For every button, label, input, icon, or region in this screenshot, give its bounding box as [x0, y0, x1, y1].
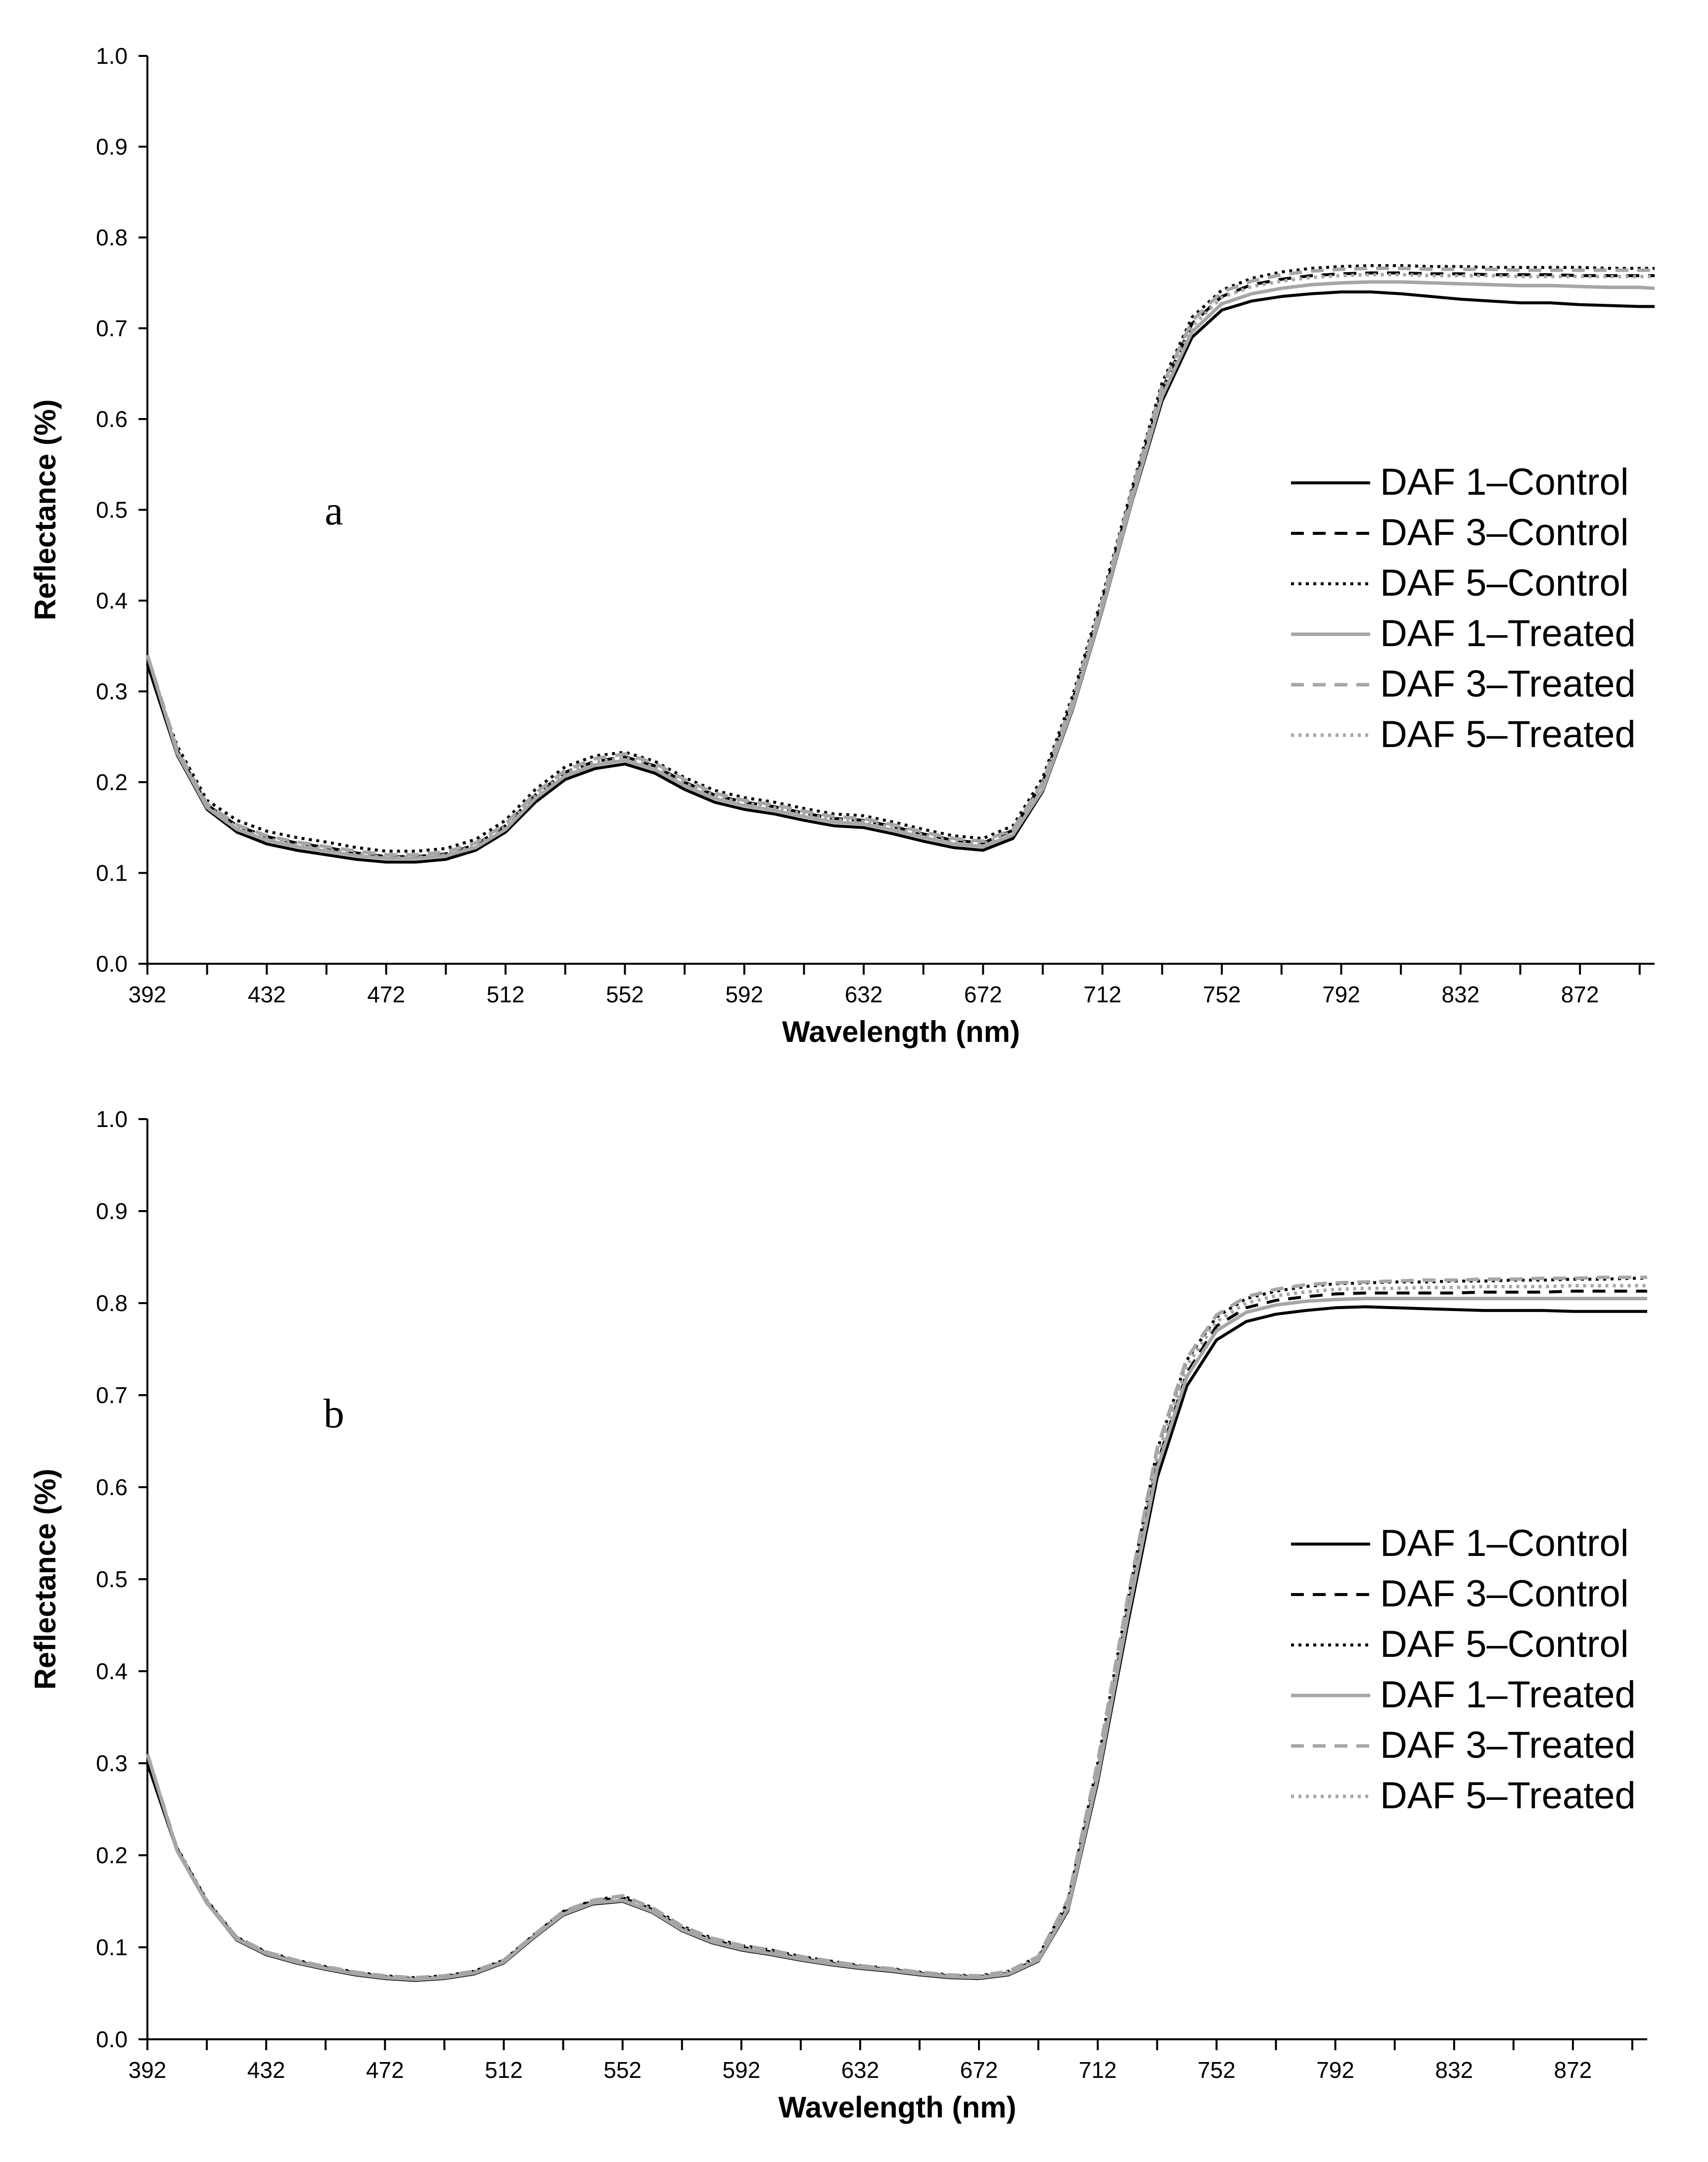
- x-tick-label: 592: [722, 2057, 760, 2083]
- x-tick-label: 752: [1203, 982, 1241, 1007]
- series-line-daf-3-treated: [145, 266, 1655, 857]
- y-tick-label: 0.7: [96, 316, 128, 341]
- x-tick-label: 552: [603, 2057, 642, 2083]
- x-tick-label: 712: [1079, 2057, 1117, 2083]
- y-axis-title: Reflectance (%): [29, 399, 62, 620]
- series-line-daf-1-treated: [145, 280, 1655, 860]
- y-tick-label: 0.5: [96, 497, 128, 523]
- x-tick-label: 472: [367, 982, 405, 1007]
- x-tick-label: 832: [1435, 2057, 1473, 2083]
- y-tick-label: 0.2: [96, 769, 128, 795]
- x-tick-label: 872: [1561, 982, 1599, 1007]
- legend-label: DAF 5–Control: [1380, 562, 1629, 604]
- x-tick-label: 592: [725, 982, 763, 1007]
- x-tick-label: 632: [841, 2057, 879, 2083]
- y-tick-label: 0.6: [96, 1474, 128, 1500]
- legend-label: DAF 3–Control: [1380, 512, 1629, 554]
- x-tick-label: 672: [960, 2057, 998, 2083]
- panel-label: a: [324, 488, 343, 534]
- series-line-daf-5-control: [146, 264, 1655, 853]
- panel-label: b: [323, 1391, 344, 1437]
- y-tick-label: 0.2: [96, 1842, 128, 1868]
- y-axis-title: Reflectance (%): [29, 1469, 62, 1690]
- legend: DAF 1–Control DAF 3–Control DAF 5–Control D…: [1291, 1522, 1636, 1817]
- legend-label: DAF 3–Treated: [1380, 1724, 1636, 1766]
- y-tick-label: 0.8: [96, 1290, 128, 1316]
- y-tick-label: 1.0: [96, 1106, 128, 1132]
- x-tick-label: 392: [129, 2057, 167, 2083]
- series-line-daf-5-treated: [145, 1284, 1647, 1980]
- legend: DAF 1–Control DAF 3–Control DAF 5–Control D…: [1291, 461, 1636, 755]
- series-line-daf-3-control: [146, 271, 1655, 858]
- y-tick-label: 0.0: [96, 2026, 128, 2052]
- legend-label: DAF 1–Treated: [1380, 612, 1636, 655]
- x-tick-label: 672: [964, 982, 1002, 1007]
- x-tick-label: 392: [129, 982, 167, 1007]
- x-axis-title: Wavelength (nm): [778, 2091, 1016, 2124]
- y-tick-label: 0.6: [96, 406, 128, 432]
- y-tick-label: 0.0: [96, 951, 128, 977]
- y-tick-label: 0.3: [96, 1750, 128, 1776]
- x-axis-title: Wavelength (nm): [782, 1015, 1020, 1048]
- x-tick-label: 872: [1554, 2057, 1592, 2083]
- legend-label: DAF 5–Control: [1380, 1623, 1629, 1665]
- x-tick-label: 512: [485, 2057, 523, 2083]
- x-tick-label: 832: [1441, 982, 1479, 1007]
- x-tick-label: 432: [247, 2057, 285, 2083]
- legend-label: DAF 1–Treated: [1380, 1674, 1636, 1716]
- legend-label: DAF 1–Control: [1380, 461, 1629, 503]
- x-tick-label: 552: [606, 982, 644, 1007]
- y-tick-label: 0.3: [96, 679, 128, 705]
- chart-panel-b: 0.0 0.1 0.2 0.3 0.4 0.5 0.6 0.7 0.8 0.9 1.0 392 432 4…: [29, 1106, 1647, 2124]
- x-tick-label: 512: [487, 982, 525, 1007]
- x-tick-label: 472: [366, 2057, 404, 2083]
- y-tick-label: 0.4: [96, 1658, 128, 1684]
- y-tick-label: 0.1: [96, 1934, 128, 1960]
- y-tick-label: 0.5: [96, 1566, 128, 1592]
- x-tick-label: 792: [1316, 2057, 1354, 2083]
- y-tick-label: 0.9: [96, 134, 128, 160]
- legend-label: DAF 3–Control: [1380, 1573, 1629, 1615]
- x-tick-label: 432: [248, 982, 286, 1007]
- x-tick-label: 752: [1198, 2057, 1236, 2083]
- legend-label: DAF 5–Treated: [1380, 1775, 1636, 1817]
- y-tick-label: 1.0: [96, 43, 128, 69]
- legend-label: DAF 5–Treated: [1380, 713, 1636, 755]
- legend-label: DAF 1–Control: [1380, 1522, 1629, 1564]
- y-tick-label: 0.9: [96, 1198, 128, 1224]
- y-tick-label: 0.4: [96, 588, 128, 613]
- legend-label: DAF 3–Treated: [1380, 663, 1636, 705]
- x-tick-label: 712: [1083, 982, 1121, 1007]
- series-line-daf-1-control: [146, 290, 1655, 864]
- x-tick-label: 792: [1322, 982, 1360, 1007]
- x-tick-label: 632: [845, 982, 883, 1007]
- y-tick-label: 0.7: [96, 1382, 128, 1408]
- y-tick-label: 0.8: [96, 225, 128, 250]
- y-tick-label: 0.1: [96, 860, 128, 886]
- chart-panel-a: 0.0 0.1 0.2 0.3 0.4 0.5 0.6 0.7 0.8 0.9 1.0 392 432 4…: [29, 43, 1655, 1048]
